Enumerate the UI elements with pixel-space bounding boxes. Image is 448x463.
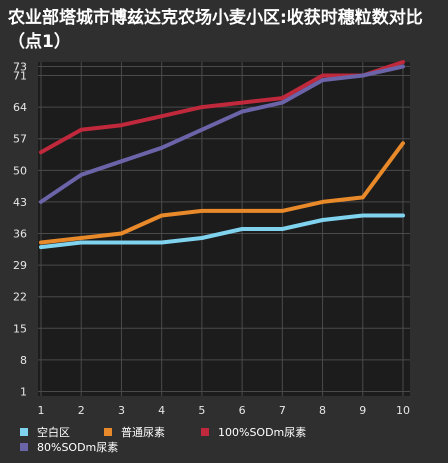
series-line (39, 213, 405, 250)
x-tick-label: 8 (319, 404, 326, 417)
legend-label: 空白区 (37, 425, 70, 439)
y-tick-label: 73 (13, 61, 27, 74)
x-tick-label: 6 (239, 404, 246, 417)
x-tick-label: 2 (78, 404, 85, 417)
y-tick-label: 29 (13, 259, 27, 272)
series-line (39, 60, 405, 155)
y-tick-label: 8 (20, 354, 27, 367)
x-tick-label: 9 (359, 404, 366, 417)
y-tick-label: 71 (13, 70, 27, 83)
series-line (39, 141, 405, 245)
legend-swatch (20, 443, 28, 451)
legend-label: 80%SODm尿素 (37, 441, 118, 454)
plot-background (38, 62, 410, 396)
legend-label: 100%SODm尿素 (218, 426, 306, 439)
y-tick-label: 15 (13, 322, 27, 335)
y-tick-label: 50 (13, 164, 27, 177)
chart-title: 农业部塔城市博兹达克农场小麦小区:收获时穗粒数对比（点1） (8, 8, 423, 52)
x-tick-label: 1 (38, 404, 45, 417)
legend-swatch (104, 428, 112, 436)
legend-swatch (20, 428, 28, 436)
y-tick-label: 64 (13, 101, 27, 114)
y-tick-label: 57 (13, 133, 27, 146)
series-line (39, 64, 405, 204)
y-tick-label: 36 (13, 228, 27, 241)
x-tick-label: 3 (118, 404, 125, 417)
x-tick-label: 7 (279, 404, 286, 417)
y-tick-label: 22 (13, 291, 27, 304)
x-tick-label: 5 (198, 404, 205, 417)
y-tick-label: 43 (13, 196, 27, 209)
legend-swatch (201, 428, 209, 436)
y-tick-label: 1 (20, 385, 27, 398)
x-tick-label: 10 (396, 404, 410, 417)
legend-label: 普通尿素 (121, 425, 165, 439)
x-tick-label: 4 (158, 404, 165, 417)
